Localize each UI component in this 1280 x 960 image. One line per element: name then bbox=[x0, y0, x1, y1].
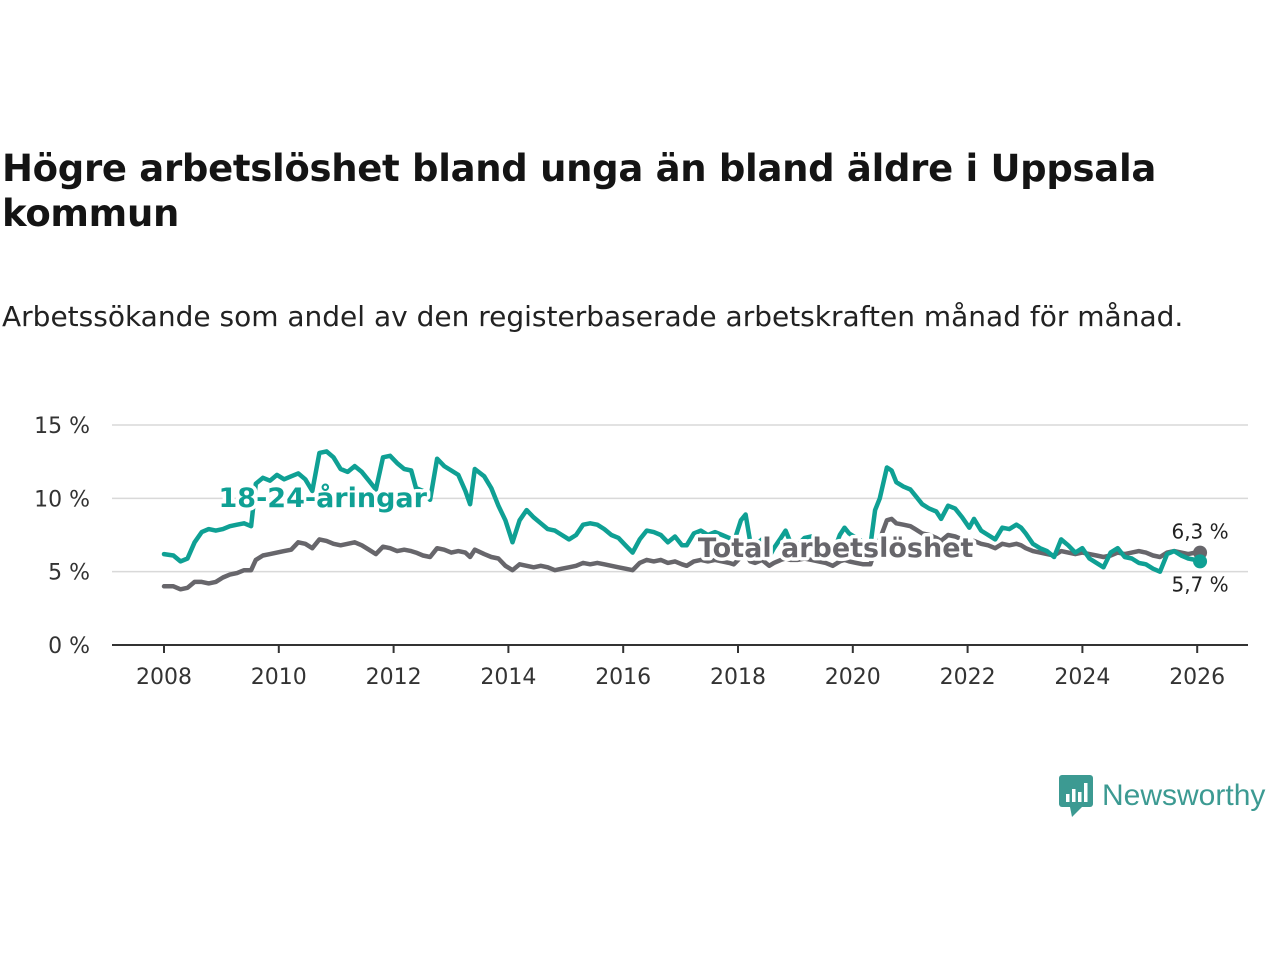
x-tick-label: 2026 bbox=[1169, 665, 1225, 690]
y-tick-label: 10 % bbox=[34, 487, 90, 512]
x-tick-label: 2020 bbox=[825, 665, 881, 690]
x-tick-label: 2012 bbox=[366, 665, 422, 690]
x-tick-label: 2008 bbox=[136, 665, 192, 690]
chart-title: Högre arbetslöshet bland unga än bland ä… bbox=[2, 147, 1156, 235]
end-value-label: 6,3 % bbox=[1171, 520, 1228, 544]
y-tick-label: 15 % bbox=[34, 414, 90, 439]
series-end-marker bbox=[1193, 554, 1208, 569]
gridlines bbox=[112, 424, 1248, 573]
x-tick-label: 2022 bbox=[940, 665, 996, 690]
brand-name: Newsworthy bbox=[1102, 779, 1266, 812]
chart-subtitle: Arbetssökande som andel av den registerb… bbox=[2, 300, 1184, 333]
series-label-total: Total arbetslöshet bbox=[698, 533, 974, 564]
x-tick-label: 2016 bbox=[595, 665, 651, 690]
brand-logo[interactable]: Newsworthy bbox=[1058, 772, 1265, 820]
x-tick-label: 2010 bbox=[251, 665, 307, 690]
line-chart: 0 %5 %10 %15 % 2008 2010 2012 2014 2016 2018 2… bbox=[34, 414, 1248, 690]
series-line-youth bbox=[161, 449, 1203, 574]
y-tick-label: 0 % bbox=[48, 634, 90, 659]
y-tick-label: 5 % bbox=[48, 561, 90, 586]
series-labels: 18-24-åringar Total arbetslöshet 5,7 % 6,3 … bbox=[215, 479, 1229, 597]
series-line-total bbox=[161, 516, 1203, 592]
y-axis-ticks: 0 % 5 % 10 % 15 % bbox=[34, 414, 90, 659]
x-tick-label: 2018 bbox=[710, 665, 766, 690]
series-lines bbox=[161, 449, 1208, 592]
x-tick-label: 2024 bbox=[1054, 665, 1110, 690]
x-axis: 2008 2010 2012 2014 2016 2018 2020 2022 2024 2026 bbox=[112, 644, 1248, 690]
x-tick-label: 2014 bbox=[480, 665, 536, 690]
newsworthy-logo-icon bbox=[1059, 775, 1093, 817]
series-label-youth: 18-24-åringar bbox=[219, 482, 428, 514]
end-value-label: 5,7 % bbox=[1171, 572, 1228, 596]
